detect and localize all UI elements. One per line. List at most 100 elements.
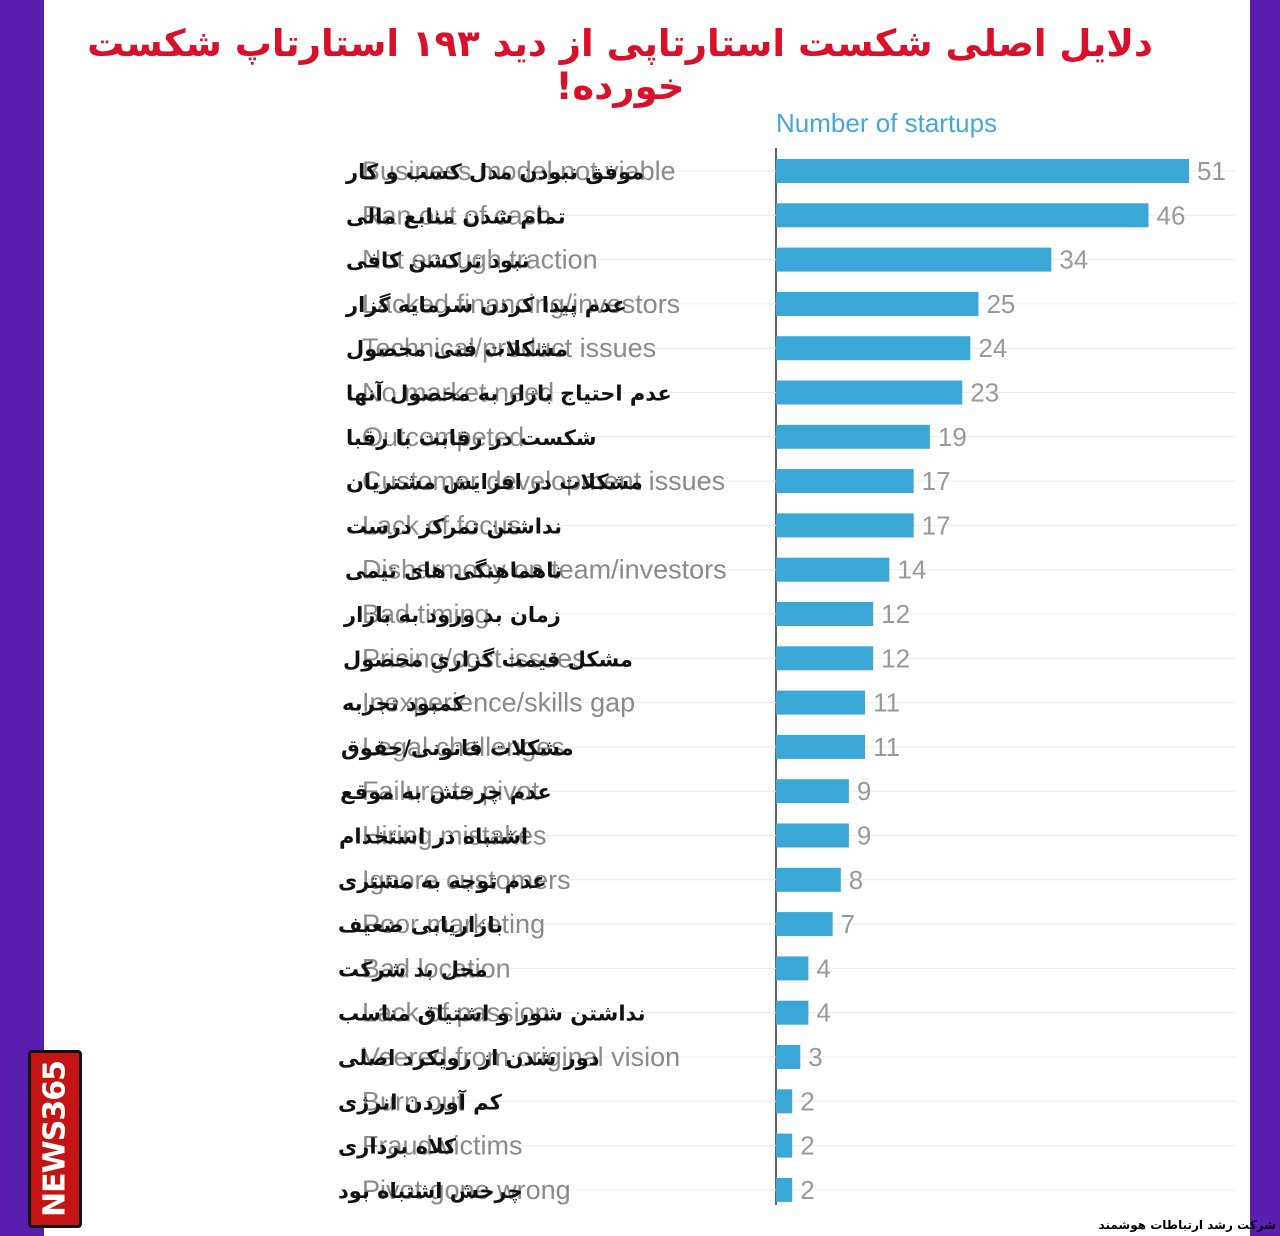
category-label: Pivot gone wrong	[362, 1175, 571, 1205]
bar	[776, 734, 866, 759]
category-label: Legal challenges	[362, 732, 565, 762]
category-label: Fraud victims	[362, 1131, 523, 1161]
category-label: Bad location	[362, 953, 511, 983]
logo-text: NEWS365	[37, 1061, 73, 1217]
data-label: 2	[800, 1086, 814, 1116]
bar	[776, 602, 874, 626]
data-label: 3	[808, 1042, 822, 1072]
data-label: 17	[922, 510, 951, 540]
category-label: Failure to pivot	[362, 776, 540, 806]
category-label: Lack of passion	[362, 998, 550, 1028]
data-label: 25	[986, 289, 1015, 319]
category-label-fa: موفق نبودن مدل کسب و کار	[345, 160, 644, 184]
bar	[776, 1089, 793, 1114]
bar	[776, 557, 890, 582]
page-title: دلایل اصلی شکست استارتاپی از دید ۱۹۳ است…	[87, 22, 1153, 108]
category-label: Ignore customers	[362, 865, 571, 895]
axis-title: Number of startups	[776, 108, 998, 138]
bar	[776, 159, 1189, 183]
category-label: Pricing/cost issues	[362, 643, 586, 673]
data-label: 12	[881, 599, 910, 629]
category-label: Veered from original vision	[362, 1042, 680, 1072]
category-label-fa: محل بد شرکت	[338, 957, 488, 981]
category-label-fa: نداشتن شور و اشتیاق مناسب	[338, 1002, 646, 1026]
bar	[776, 1177, 793, 1202]
data-label: 19	[938, 422, 967, 452]
category-label: Inexperience/skills gap	[362, 688, 635, 718]
data-label: 17	[922, 466, 951, 496]
bar	[776, 291, 979, 316]
news365-logo: NEWS365	[28, 1050, 82, 1228]
bar	[776, 1133, 793, 1158]
category-label-fa: مشکلات فنی محصول	[346, 337, 568, 361]
data-label: 4	[816, 953, 830, 983]
data-label: 34	[1059, 245, 1088, 275]
footer-credit: شرکت رشد ارتباطات هوشمند	[1098, 1218, 1276, 1232]
category-label-fa: کلاه برداری	[338, 1135, 457, 1159]
bar	[776, 690, 866, 715]
category-label-fa: تمام شدن منابع مالی	[346, 204, 566, 228]
bar	[776, 336, 971, 361]
category-label: Ran out of cash	[362, 200, 551, 230]
bar	[776, 646, 874, 671]
category-label-fa: شکست در رقابت با رقبا	[346, 426, 596, 450]
bar	[776, 203, 1149, 228]
bar	[776, 867, 841, 892]
bar	[776, 1045, 801, 1069]
category-label-fa: زمان بد ورود به بازار	[343, 603, 561, 627]
category-label-fa: عدم احتیاج بازار به محصول آنها	[346, 381, 672, 407]
category-label-fa: عدم چرخش به موقع	[340, 780, 552, 804]
category-label-fa: مشکل قیمت گزاری محصول	[343, 646, 633, 671]
category-label: Outcompeted	[362, 422, 524, 452]
data-label: 51	[1197, 156, 1226, 186]
category-label: Burn out	[362, 1086, 465, 1116]
data-label: 11	[873, 732, 900, 762]
category-label: Lacked financing/investors	[362, 289, 680, 319]
category-label-fa: عدم پیدا کردن سرمایه گزار	[345, 292, 627, 317]
category-label: Bad timing	[362, 599, 490, 629]
category-label: Poor marketing	[362, 909, 545, 939]
data-label: 2	[800, 1175, 814, 1205]
bar	[776, 823, 849, 848]
category-label: No market need	[362, 378, 554, 408]
bar	[776, 513, 914, 538]
data-label: 12	[881, 643, 910, 673]
data-label: 4	[816, 998, 830, 1028]
category-label: Hiring mistakes	[362, 821, 547, 851]
category-label: Technical/product issues	[362, 333, 656, 363]
data-label: 8	[849, 865, 863, 895]
data-label: 9	[857, 776, 871, 806]
category-label-fa: مشکلات در افزایش مشتریان	[346, 470, 643, 494]
category-label: Disharmony on team/investors	[362, 555, 727, 585]
data-label: 7	[841, 909, 855, 939]
data-label: 46	[1157, 200, 1186, 230]
bar	[776, 469, 914, 494]
category-label: Lack of focus	[362, 510, 521, 540]
data-label: 9	[857, 821, 871, 851]
bar	[776, 1000, 809, 1025]
bar	[776, 247, 1052, 272]
category-label-fa: اشتباه در استخدام	[339, 825, 528, 849]
category-label-fa: ناهماهنگی های تیمی	[345, 558, 562, 583]
category-label-fa: مشکلات قانونی/حقوق	[341, 736, 574, 760]
category-label-fa: کم آوردن انرژی	[338, 1089, 503, 1114]
category-label: Not enough traction	[362, 245, 598, 275]
data-label: 23	[970, 378, 999, 408]
category-label-fa: بازاریابی ضعیف	[338, 913, 503, 937]
category-label-fa: دور شدن از رویکرد اصلی	[338, 1046, 600, 1070]
category-label: Customer development issues	[362, 466, 725, 496]
data-label: 24	[978, 333, 1007, 363]
category-label-fa: نبود ترکشن کافی	[346, 249, 530, 273]
data-label: 2	[800, 1131, 814, 1161]
category-label-fa: نداشتن تمرکز درست	[346, 514, 562, 538]
bar	[776, 380, 963, 405]
category-label-fa: عدم توجه به مشتری	[338, 869, 547, 893]
category-label-fa: چرخش اشتباه بود	[338, 1179, 523, 1203]
bar	[776, 424, 930, 449]
category-label: Business model not viable	[362, 156, 676, 186]
data-label: 14	[897, 555, 926, 585]
data-label: 11	[873, 688, 900, 718]
category-label-fa: کمبود تجربه	[342, 692, 466, 716]
bar	[776, 779, 849, 804]
